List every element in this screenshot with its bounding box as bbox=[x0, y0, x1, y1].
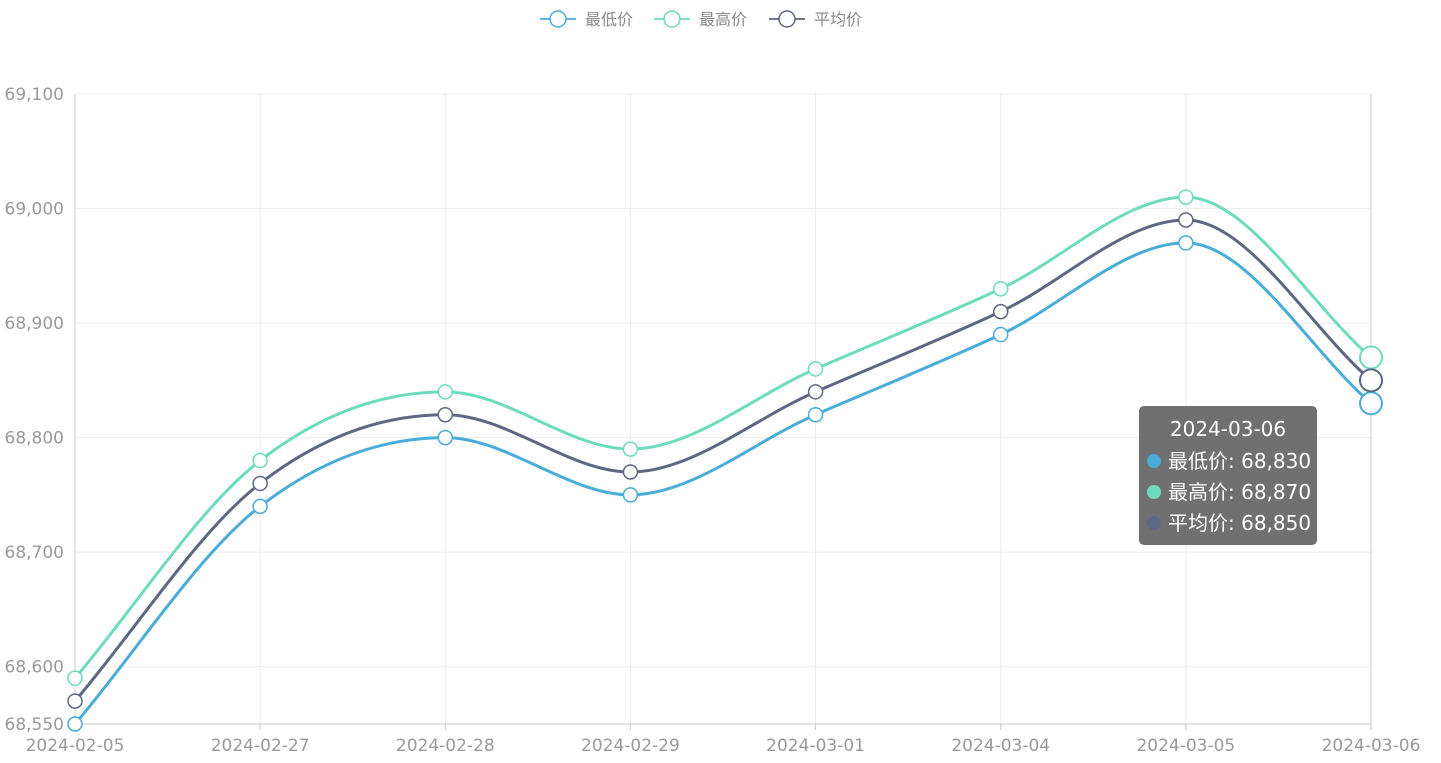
legend-item-min[interactable]: 最低价 bbox=[540, 10, 633, 29]
legend-item-max[interactable]: 最高价 bbox=[654, 10, 747, 29]
data-point-min bbox=[1178, 235, 1194, 251]
tooltip-title: 2024-03-06 bbox=[1169, 417, 1287, 441]
data-point-min bbox=[67, 716, 83, 732]
data-point-avg bbox=[67, 693, 83, 709]
legend-marker-icon bbox=[549, 10, 567, 28]
y-tick-label: 68,800 bbox=[5, 429, 64, 449]
y-tick-label: 68,550 bbox=[5, 715, 64, 735]
y-axis-tick-labels: 68,550 68,600 68,700 68,800 68,900 69,000 69,1… bbox=[5, 85, 64, 735]
data-point-min bbox=[992, 326, 1009, 343]
x-tick-label: 2024-02-27 bbox=[211, 736, 310, 756]
legend[interactable]: 最低价 最高价 平均价 bbox=[540, 10, 862, 29]
data-point-max bbox=[992, 280, 1009, 297]
x-axis-tick-labels: 2024-02-05 2024-02-27 2024-02-28 2024-02-29… bbox=[26, 736, 1421, 756]
legend-label: 最低价 bbox=[585, 10, 633, 29]
data-point-avg bbox=[992, 303, 1009, 320]
tooltip: 2024-03-06 最低价: 68,830 最高价: 68,870 平均价: … bbox=[1139, 406, 1317, 545]
x-tick-label: 2024-03-06 bbox=[1322, 736, 1421, 756]
data-point-max bbox=[807, 361, 824, 377]
data-point-min bbox=[622, 487, 639, 503]
x-tick-label: 2024-02-29 bbox=[581, 736, 680, 756]
x-tick-label: 2024-02-28 bbox=[396, 736, 495, 756]
tooltip-dot-avg bbox=[1147, 515, 1161, 530]
data-point-avg bbox=[807, 384, 824, 400]
tooltip-value-avg: 平均价: 68,850 bbox=[1168, 511, 1312, 535]
y-tick-label: 69,000 bbox=[5, 200, 64, 220]
data-point-avg bbox=[437, 406, 454, 423]
tooltip-dot-max bbox=[1147, 484, 1161, 499]
data-point-max bbox=[252, 452, 268, 469]
y-tick-label: 69,100 bbox=[5, 85, 64, 105]
x-tick-label: 2024-03-01 bbox=[766, 736, 865, 756]
data-point-avg bbox=[1359, 368, 1383, 393]
x-tick-label: 2024-03-04 bbox=[951, 736, 1050, 756]
data-point-max bbox=[622, 441, 639, 457]
y-tick-label: 68,700 bbox=[5, 543, 64, 563]
data-point-avg bbox=[1178, 212, 1194, 228]
x-tick-label: 2024-02-05 bbox=[26, 736, 125, 756]
legend-marker-icon bbox=[778, 10, 796, 28]
tooltip-value-min: 最低价: 68,830 bbox=[1168, 449, 1312, 473]
data-point-max bbox=[67, 670, 83, 686]
data-point-max bbox=[1178, 189, 1194, 205]
legend-label: 平均价 bbox=[814, 10, 862, 29]
legend-label: 最高价 bbox=[699, 10, 747, 29]
tooltip-value-max: 最高价: 68,870 bbox=[1168, 480, 1312, 504]
data-point-min bbox=[252, 498, 268, 515]
tooltip-row-avg: 平均价: 68,850 bbox=[1139, 508, 1317, 539]
data-point-min bbox=[1359, 391, 1383, 416]
data-point-avg bbox=[252, 475, 268, 492]
data-point-max bbox=[1359, 345, 1383, 370]
y-tick-label: 68,900 bbox=[5, 314, 64, 334]
tooltip-row-max: 最高价: 68,870 bbox=[1139, 477, 1317, 508]
y-tick-label: 68,600 bbox=[5, 658, 64, 678]
legend-marker-icon bbox=[663, 10, 681, 28]
x-tick-label: 2024-03-05 bbox=[1136, 736, 1235, 756]
tooltip-dot-min bbox=[1147, 453, 1161, 468]
tooltip-row-min: 最低价: 68,830 bbox=[1139, 446, 1317, 477]
legend-item-avg[interactable]: 平均价 bbox=[769, 10, 862, 29]
data-point-min bbox=[807, 406, 824, 423]
data-point-avg bbox=[622, 464, 639, 480]
data-point-min bbox=[437, 429, 454, 446]
data-point-max bbox=[437, 384, 454, 400]
series-lines bbox=[67, 189, 1383, 732]
